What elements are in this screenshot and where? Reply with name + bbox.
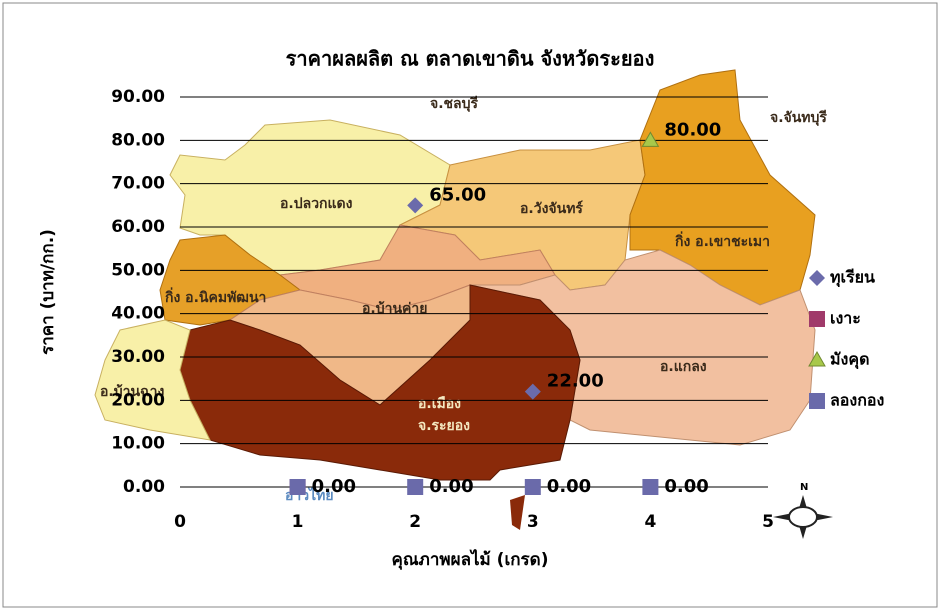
marker-diamond (407, 197, 424, 214)
x-tick-label: 0 (174, 512, 186, 532)
map-region (94, 319, 211, 441)
y-tick-label: 90.00 (111, 87, 165, 107)
y-axis-label: ราคา (บาท/กก.) (38, 229, 58, 355)
legend-label: เงาะ (830, 309, 861, 328)
map-label: อ.บ้านฉาง (100, 384, 164, 400)
map-label: จ.ชลบุรี (430, 96, 478, 112)
map (94, 69, 816, 530)
y-tick-label: 70.00 (111, 174, 165, 194)
x-tick-label: 2 (409, 512, 421, 532)
y-tick-label: 20.00 (111, 390, 165, 410)
map-label: จ.ระยอง (418, 418, 470, 434)
legend-label: มังคุด (830, 350, 869, 370)
x-tick-label: 1 (292, 512, 304, 532)
marker-square (809, 311, 825, 327)
map-label: อ.เมือง (418, 396, 461, 412)
island (510, 495, 525, 530)
marker-triangle (808, 350, 826, 367)
marker-square (289, 479, 306, 495)
x-tick-label: 5 (762, 512, 774, 532)
data-label: 22.00 (547, 371, 604, 392)
map-label: อ.บ้านค่าย (362, 301, 427, 317)
data-label: 0.00 (664, 476, 708, 497)
y-tick-label: 0.00 (123, 477, 165, 497)
legend-label: ทุเรียน (830, 268, 875, 288)
svg-text:N: N (800, 482, 808, 493)
y-tick-label: 10.00 (111, 434, 165, 454)
map-label: กิ่ง อ.เขาชะเมา (674, 231, 770, 250)
marker-triangle (641, 131, 660, 147)
x-axis-label: คุณภาพผลไม้ (เกรด) (392, 549, 549, 570)
y-tick-label: 50.00 (111, 260, 165, 280)
map-region (179, 284, 581, 481)
marker-diamond (524, 383, 541, 400)
y-tick-label: 80.00 (111, 130, 165, 150)
marker-square (407, 479, 424, 495)
marker-square (642, 479, 659, 495)
data-label: 65.00 (429, 184, 486, 205)
legend-label: ลองกอง (830, 391, 884, 410)
map-label: จ.จันทบุรี (770, 110, 827, 126)
data-label: 0.00 (312, 476, 356, 497)
map-label: อ.วังจันทร์ (520, 200, 583, 217)
data-label: 0.00 (547, 476, 591, 497)
x-tick-label: 4 (644, 512, 656, 532)
compass: N (773, 482, 833, 539)
marker-square (524, 479, 541, 495)
map-label: อ.แกลง (660, 359, 707, 375)
chart-title: ราคาผลผลิต ณ ตลาดเขาดิน จังหวัดระยอง (286, 47, 655, 71)
data-label: 80.00 (664, 119, 721, 140)
y-tick-label: 40.00 (111, 304, 165, 324)
y-tick-label: 30.00 (111, 347, 165, 367)
marker-diamond (809, 270, 825, 286)
marker-square (809, 393, 825, 409)
x-tick-label: 3 (527, 512, 539, 532)
data-label: 0.00 (429, 476, 473, 497)
map-label: กิ่ง อ.นิคมพัฒนา (164, 287, 266, 306)
y-tick-label: 60.00 (111, 217, 165, 237)
map-label: อ.ปลวกแดง (280, 196, 353, 212)
